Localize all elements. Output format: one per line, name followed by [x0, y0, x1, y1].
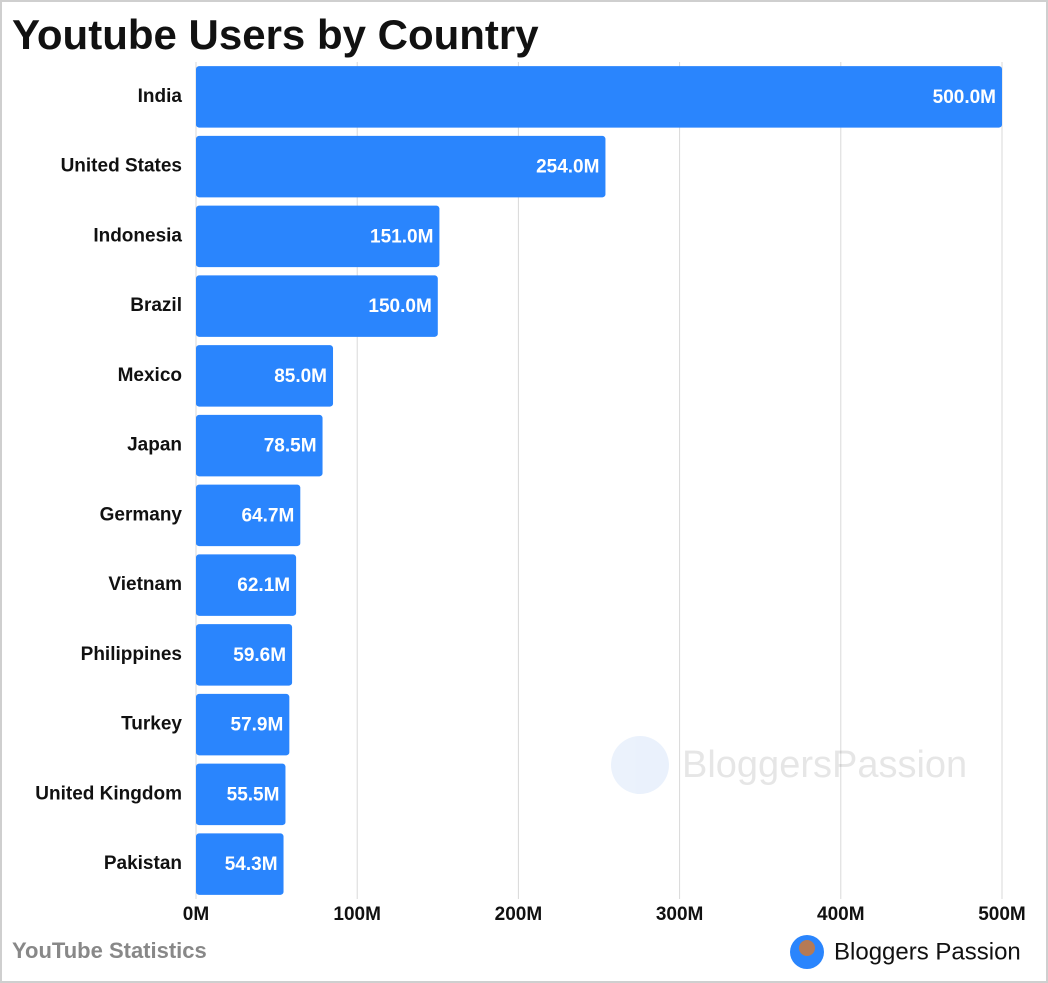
value-label: 78.5M [264, 436, 317, 457]
value-label: 500.0M [933, 87, 996, 108]
value-label: 54.3M [225, 854, 278, 875]
value-label: 64.7M [241, 505, 294, 526]
bar [196, 833, 284, 895]
bar [196, 345, 334, 407]
y-tick-label: Germany [100, 504, 183, 525]
y-tick-label: Philippines [81, 644, 182, 665]
value-label: 151.0M [370, 226, 433, 247]
bar [196, 554, 297, 616]
y-tick-label: Vietnam [108, 574, 182, 595]
value-label: 62.1M [237, 575, 290, 596]
y-tick-label: Turkey [121, 714, 182, 735]
value-label: 55.5M [227, 784, 280, 805]
y-tick-label: India [138, 86, 183, 107]
y-tick-label: Mexico [118, 365, 182, 386]
x-tick-label: 0M [183, 904, 209, 925]
y-tick-label: Pakistan [104, 853, 182, 874]
x-tick-label: 500M [978, 904, 1026, 925]
bar [196, 275, 438, 337]
y-tick-label: Indonesia [93, 225, 182, 246]
x-tick-label: 200M [495, 904, 543, 925]
bar [196, 205, 440, 268]
value-label: 254.0M [536, 157, 599, 178]
bar [196, 414, 323, 477]
bar [196, 763, 286, 826]
value-label: 59.6M [233, 645, 286, 666]
y-tick-label: Japan [127, 435, 182, 456]
source: YouTube Statistics [12, 938, 207, 963]
value-label: 150.0M [368, 296, 431, 317]
watermark-group: BloggersPassion [611, 736, 967, 794]
value-label: 85.0M [274, 366, 327, 387]
y-tick-label: Brazil [130, 295, 182, 316]
x-tick-label: 400M [817, 904, 865, 925]
bar [196, 693, 290, 756]
chart-title: Youtube Users by Country [12, 11, 539, 58]
y-tick-label: United Kingdom [35, 783, 182, 804]
brand-avatar-face [799, 940, 815, 956]
bar [196, 624, 293, 686]
bar [196, 66, 1002, 128]
watermark-avatar [611, 736, 669, 794]
value-label: 57.9M [231, 715, 284, 736]
bar [196, 135, 606, 198]
x-tick-label: 100M [333, 904, 381, 925]
watermark: BloggersPassion [682, 744, 967, 786]
bar [196, 484, 301, 547]
brand: Bloggers Passion [834, 938, 1021, 965]
x-tick-label: 300M [656, 904, 704, 925]
y-tick-label: United States [61, 156, 182, 177]
